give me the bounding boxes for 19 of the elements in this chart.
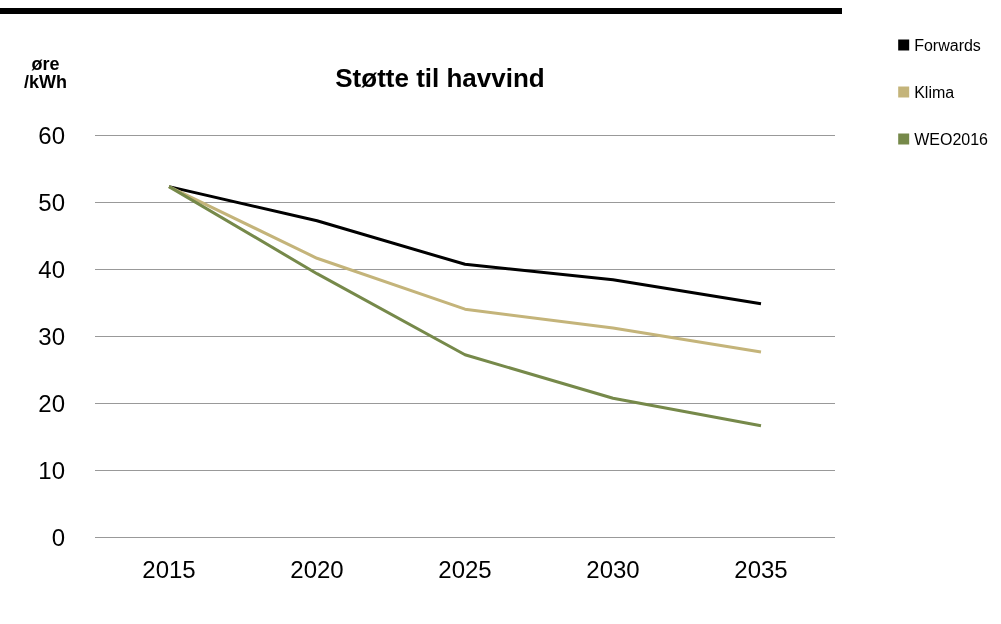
legend-label: Klima	[914, 83, 955, 101]
line-series	[167, 185, 763, 306]
y-tick-label: 20	[38, 389, 65, 417]
line-series	[167, 185, 763, 428]
chart-title: Støtte til havvind	[335, 63, 545, 93]
x-tick-label: 2020	[290, 555, 344, 583]
y-tick-label: 30	[38, 322, 65, 350]
legend-label: WEO2016	[914, 130, 989, 148]
x-tick-label: 2015	[142, 555, 196, 583]
y-tick-label: 40	[38, 255, 65, 283]
y-axis-title: øre /kWh	[24, 54, 67, 92]
x-tick-label: 2025	[438, 555, 492, 583]
x-tick-label: 2030	[586, 555, 640, 583]
y-tick-label: 10	[38, 456, 65, 484]
y-tick-label: 60	[38, 121, 65, 149]
y-tick-label: 50	[38, 188, 65, 216]
legend-label: Forwards	[914, 36, 981, 54]
x-tick-label: 2035	[734, 555, 788, 583]
y-tick-label: 0	[51, 523, 65, 551]
